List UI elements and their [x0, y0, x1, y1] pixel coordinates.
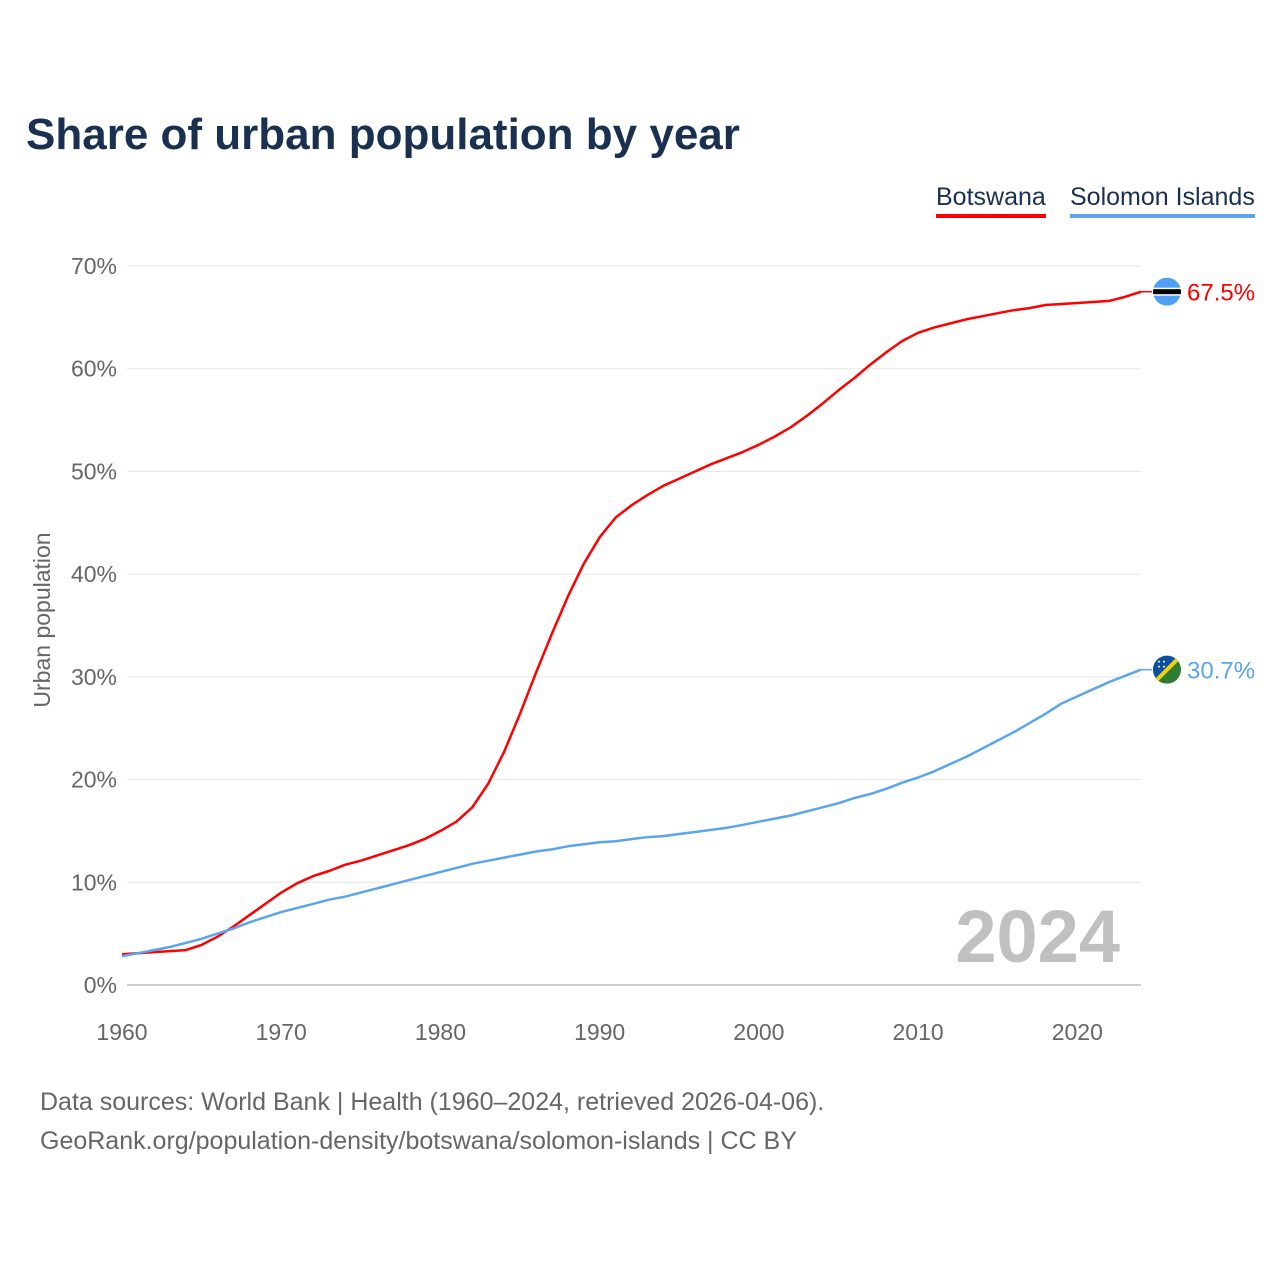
y-tick-label: 10% [71, 869, 117, 895]
footer-sources: Data sources: World Bank | Health (1960–… [40, 1088, 825, 1116]
end-value-label: 30.7% [1187, 658, 1255, 685]
end-value-label: 67.5% [1187, 280, 1255, 307]
x-tick-label: 1970 [256, 1019, 307, 1045]
x-tick-label: 1990 [574, 1019, 625, 1045]
x-tick-label: 1980 [415, 1019, 466, 1045]
y-axis-label: Urban population [29, 532, 55, 707]
footer-link[interactable]: GeoRank.org/population-density/botswana/… [40, 1127, 797, 1155]
y-tick-label: 40% [71, 561, 117, 587]
y-tick-label: 30% [71, 664, 117, 690]
y-tick-label: 50% [71, 458, 117, 484]
solomon-islands-flag-icon [1153, 655, 1181, 684]
x-tick-label: 2010 [893, 1019, 944, 1045]
x-tick-label: 2000 [733, 1019, 784, 1045]
year-watermark: 2024 [955, 895, 1120, 978]
legend-solomon-islands[interactable]: Solomon Islands [1070, 183, 1255, 218]
series-line-botswana [121, 290, 1142, 956]
y-tick-label: 20% [71, 767, 117, 793]
botswana-flag-icon [1153, 277, 1181, 306]
legend-botswana[interactable]: Botswana [936, 183, 1046, 218]
y-tick-label: 70% [71, 253, 117, 279]
series-line-solomon-islands [121, 668, 1142, 958]
x-tick-label: 1960 [96, 1019, 147, 1045]
x-tick-label: 2020 [1052, 1019, 1103, 1045]
chart-title: Share of urban population by year [26, 110, 740, 159]
y-tick-label: 60% [71, 356, 117, 382]
y-tick-label: 0% [84, 972, 117, 998]
